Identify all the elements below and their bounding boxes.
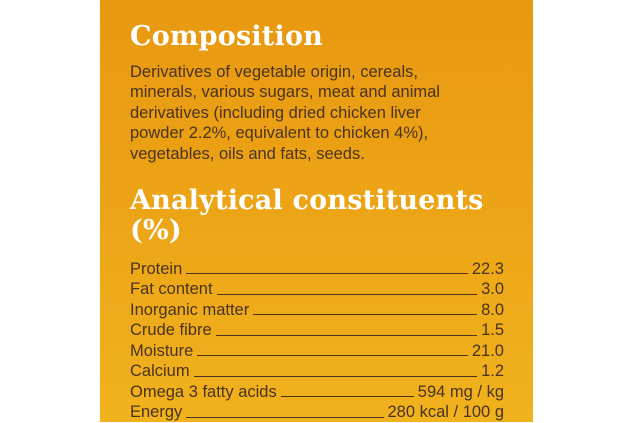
- constituent-row-fat: Fat content 3.0: [130, 279, 504, 300]
- dotted-leader: [197, 355, 468, 357]
- analytical-heading: Analytical constituents (%): [130, 185, 484, 246]
- constituent-value: 1.2: [481, 362, 504, 381]
- composition-line: vegetables, oils and fats, seeds.: [130, 144, 365, 163]
- constituent-label: Energy: [130, 403, 183, 422]
- constituent-row-protein: Protein 22.3: [130, 259, 504, 280]
- constituent-value: 280 kcal / 100 g: [387, 403, 505, 422]
- dotted-leader: [215, 334, 478, 336]
- constituent-value: 1.5: [481, 321, 504, 340]
- constituent-row-inorganic: Inorganic matter 8.0: [130, 300, 504, 321]
- constituent-row-moisture: Moisture 21.0: [130, 341, 504, 362]
- dotted-leader: [193, 375, 478, 377]
- constituent-row-fibre: Crude fibre 1.5: [130, 320, 504, 341]
- composition-text: Derivatives of vegetable origin, cereals…: [130, 62, 460, 165]
- composition-line: Derivatives of vegetable origin, cereals…: [130, 62, 418, 81]
- composition-heading: Composition: [130, 21, 323, 52]
- constituent-value: 8.0: [481, 300, 504, 319]
- dotted-leader: [253, 314, 478, 316]
- dotted-leader: [216, 293, 478, 295]
- constituent-label: Moisture: [130, 341, 194, 360]
- dotted-leader: [186, 273, 468, 275]
- constituent-row-calcium: Calcium 1.2: [130, 361, 504, 382]
- constituent-row-omega3: Omega 3 fatty acids 594 mg / kg: [130, 382, 504, 403]
- composition-line: minerals, various sugars, meat and anima…: [130, 83, 440, 102]
- constituent-value: 594 mg / kg: [417, 382, 504, 401]
- constituent-value: 21.0: [471, 341, 504, 360]
- constituent-label: Inorganic matter: [130, 300, 250, 319]
- constituent-label: Crude fibre: [130, 321, 212, 340]
- constituent-row-energy: Energy 280 kcal / 100 g: [130, 402, 504, 423]
- composition-line: powder 2.2%, equivalent to chicken 4%),: [130, 124, 429, 143]
- constituent-value: 22.3: [471, 259, 504, 278]
- composition-line: derivatives (including dried chicken liv…: [130, 103, 421, 122]
- constituent-label: Protein: [130, 259, 183, 278]
- constituent-label: Omega 3 fatty acids: [130, 382, 277, 401]
- dotted-leader: [280, 396, 414, 398]
- dotted-leader: [186, 416, 384, 418]
- constituent-label: Fat content: [130, 280, 213, 299]
- analytical-table: Protein 22.3 Fat content 3.0 Inorganic m…: [130, 259, 504, 423]
- constituent-value: 3.0: [481, 280, 504, 299]
- nutrition-panel: Composition Derivatives of vegetable ori…: [100, 0, 533, 422]
- constituent-label: Calcium: [130, 362, 190, 381]
